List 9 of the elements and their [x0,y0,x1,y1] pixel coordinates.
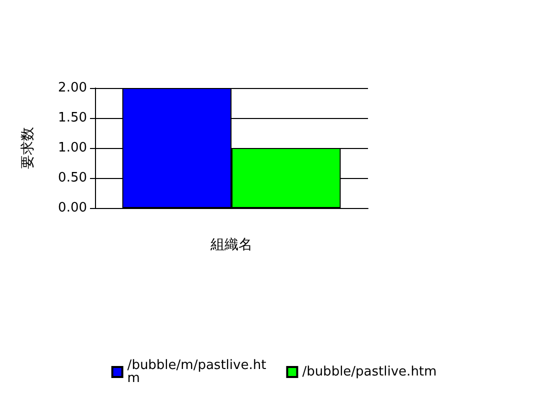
y-tick-label: 1.00 [58,140,87,156]
x-axis-title: 組織名 [210,237,252,253]
y-tick-label: 1.50 [58,110,87,126]
y-tick-label: 0.00 [58,200,87,216]
y-axis-title: 要求数 [20,127,36,169]
y-tick-label: 2.00 [58,80,87,96]
y-tick-label: 0.50 [58,170,87,186]
legend-label: /bubble/pastlive.htm [302,364,437,380]
legend-label: /bubble/m/pastlive.htm [127,358,266,386]
